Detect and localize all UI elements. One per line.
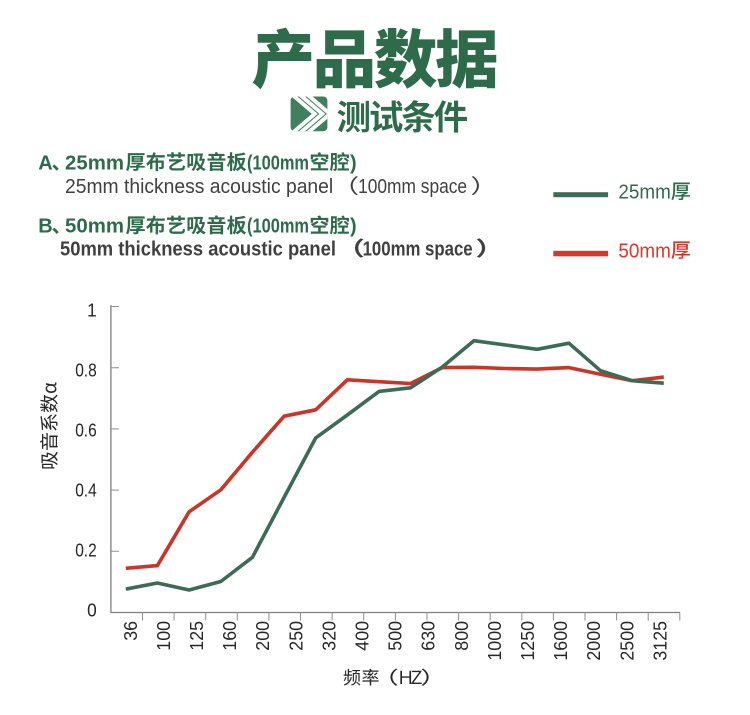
svg-text:400: 400	[352, 621, 373, 651]
svg-text:800: 800	[451, 621, 472, 651]
svg-text:1600: 1600	[550, 621, 571, 661]
svg-text:2000: 2000	[583, 621, 604, 661]
svg-text:0.4: 0.4	[75, 481, 97, 501]
svg-text:): )	[350, 152, 357, 174]
svg-text:0: 0	[87, 601, 97, 621]
svg-text:250: 250	[285, 621, 306, 651]
svg-text:320: 320	[318, 621, 339, 651]
svg-text:(100mm: (100mm	[247, 216, 309, 238]
svg-text:100mm space: 100mm space	[358, 176, 467, 198]
svg-text:0.8: 0.8	[75, 361, 97, 381]
svg-text:25mm: 25mm	[65, 152, 124, 174]
svg-text:3125: 3125	[649, 621, 670, 661]
svg-text:25mm thickness acoustic panel: 25mm thickness acoustic panel	[65, 176, 333, 198]
svg-text:1250: 1250	[517, 621, 538, 661]
svg-text:100: 100	[153, 621, 174, 651]
svg-text:): )	[350, 216, 357, 238]
svg-text:50mm: 50mm	[65, 216, 124, 238]
svg-text:1: 1	[87, 301, 97, 321]
svg-text:25mm: 25mm	[618, 182, 670, 204]
svg-text:630: 630	[418, 621, 439, 651]
svg-text:160: 160	[219, 621, 240, 651]
svg-text:A: A	[38, 152, 52, 174]
svg-text:0.2: 0.2	[75, 541, 97, 561]
svg-text:1000: 1000	[484, 621, 505, 661]
svg-text:125: 125	[186, 621, 207, 651]
svg-text:50mm thickness acoustic panel: 50mm thickness acoustic panel	[60, 239, 336, 261]
svg-text:0.6: 0.6	[75, 421, 97, 441]
svg-text:(100mm: (100mm	[247, 152, 309, 174]
svg-text:200: 200	[252, 621, 273, 651]
svg-text:36: 36	[120, 621, 141, 641]
svg-text:500: 500	[385, 621, 406, 651]
svg-text:50mm: 50mm	[618, 240, 670, 262]
svg-text:100mm space: 100mm space	[363, 239, 473, 261]
svg-text:2500: 2500	[616, 621, 637, 661]
svg-text:B: B	[38, 216, 52, 238]
